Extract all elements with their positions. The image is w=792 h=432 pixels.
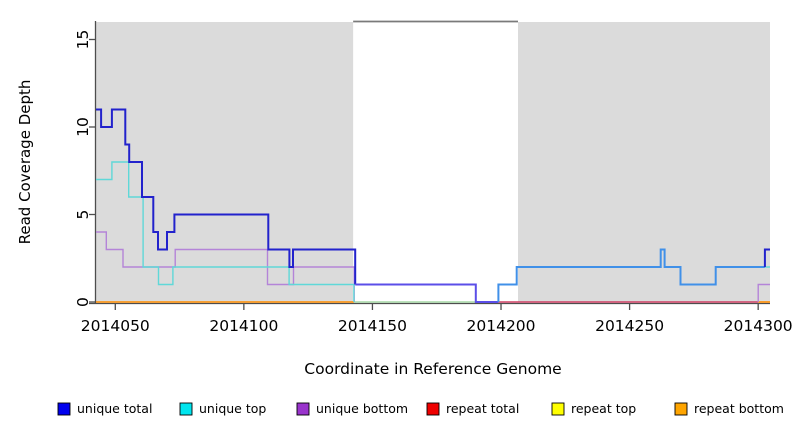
legend-item-unique-top: unique top	[179, 401, 266, 416]
series-unique-total	[96, 108, 357, 285]
legend-label: unique top	[199, 401, 266, 416]
x-axis-title: Coordinate in Reference Genome	[304, 360, 561, 378]
repeat-region-shading	[517, 22, 770, 302]
legend-label: unique bottom	[316, 401, 408, 416]
legend-swatch	[57, 402, 71, 416]
legend-item-unique-total: unique total	[57, 401, 152, 416]
legend-label: repeat top	[571, 401, 636, 416]
legend: unique total unique top unique bottom repea…	[57, 401, 784, 416]
x-tick-label: 2014250	[595, 317, 664, 335]
legend-swatch	[426, 402, 440, 416]
x-tick-label: 2014150	[338, 317, 407, 335]
x-tick-label: 2014200	[467, 317, 536, 335]
legend-item-repeat-top: repeat top	[551, 401, 636, 416]
x-tick-label: 2014300	[724, 317, 792, 335]
series-unique-total	[497, 248, 765, 302]
series-unique-total	[763, 248, 770, 267]
y-tick-label: 5	[74, 210, 92, 220]
legend-swatch	[296, 402, 310, 416]
legend-item-repeat-bottom: repeat bottom	[674, 401, 784, 416]
series-unique-top	[96, 161, 355, 302]
legend-swatch	[179, 402, 193, 416]
shaded-regions-layer	[96, 20, 770, 302]
legend-swatch	[551, 402, 565, 416]
x-tick-label: 2014100	[209, 317, 278, 335]
legend-label: repeat total	[446, 401, 519, 416]
axes-layer: 2014050 2014100 2014150 2014200 2014250 20143…	[74, 21, 792, 335]
y-tick-label: 10	[74, 117, 92, 137]
legend-label: repeat bottom	[694, 401, 784, 416]
series-layer	[96, 108, 770, 303]
y-tick-label: 15	[74, 30, 92, 50]
legend-item-unique-bottom: unique bottom	[296, 401, 408, 416]
legend-item-repeat-total: repeat total	[426, 401, 519, 416]
y-axis-title: Read Coverage Depth	[16, 80, 34, 245]
x-tick-label: 2014050	[81, 317, 150, 335]
y-tick-label: 0	[74, 297, 92, 307]
legend-swatch	[674, 402, 688, 416]
series-unique-total	[355, 283, 499, 303]
series-unique-bottom	[757, 283, 770, 302]
legend-label: unique total	[77, 401, 152, 416]
